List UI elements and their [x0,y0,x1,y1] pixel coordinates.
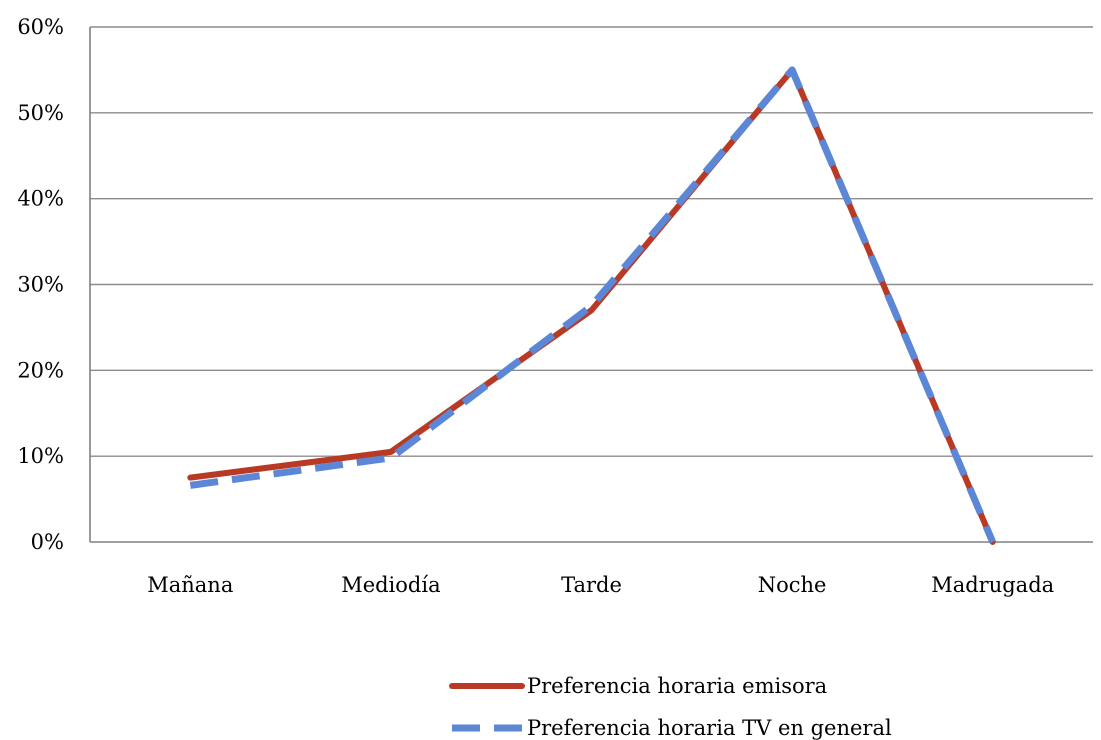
y-tick-label: 10% [17,444,64,468]
x-tick-label: Mediodía [341,573,440,597]
x-tick-label: Madrugada [931,573,1054,597]
legend-label-1: Preferencia horaria emisora [527,674,827,698]
y-tick-label: 40% [17,187,64,211]
x-tick-label: Tarde [561,573,622,597]
y-tick-label: 0% [31,530,64,554]
legend-label-2: Preferencia horaria TV en general [527,716,892,740]
y-tick-label: 20% [17,358,64,382]
series-line-2 [189,66,996,544]
series-line-1 [187,66,996,545]
y-tick-label: 60% [17,15,64,39]
x-tick-label: Mañana [147,573,233,597]
y-tick-label: 30% [17,273,64,297]
x-tick-label: Noche [758,573,827,597]
y-tick-label: 50% [17,101,64,125]
